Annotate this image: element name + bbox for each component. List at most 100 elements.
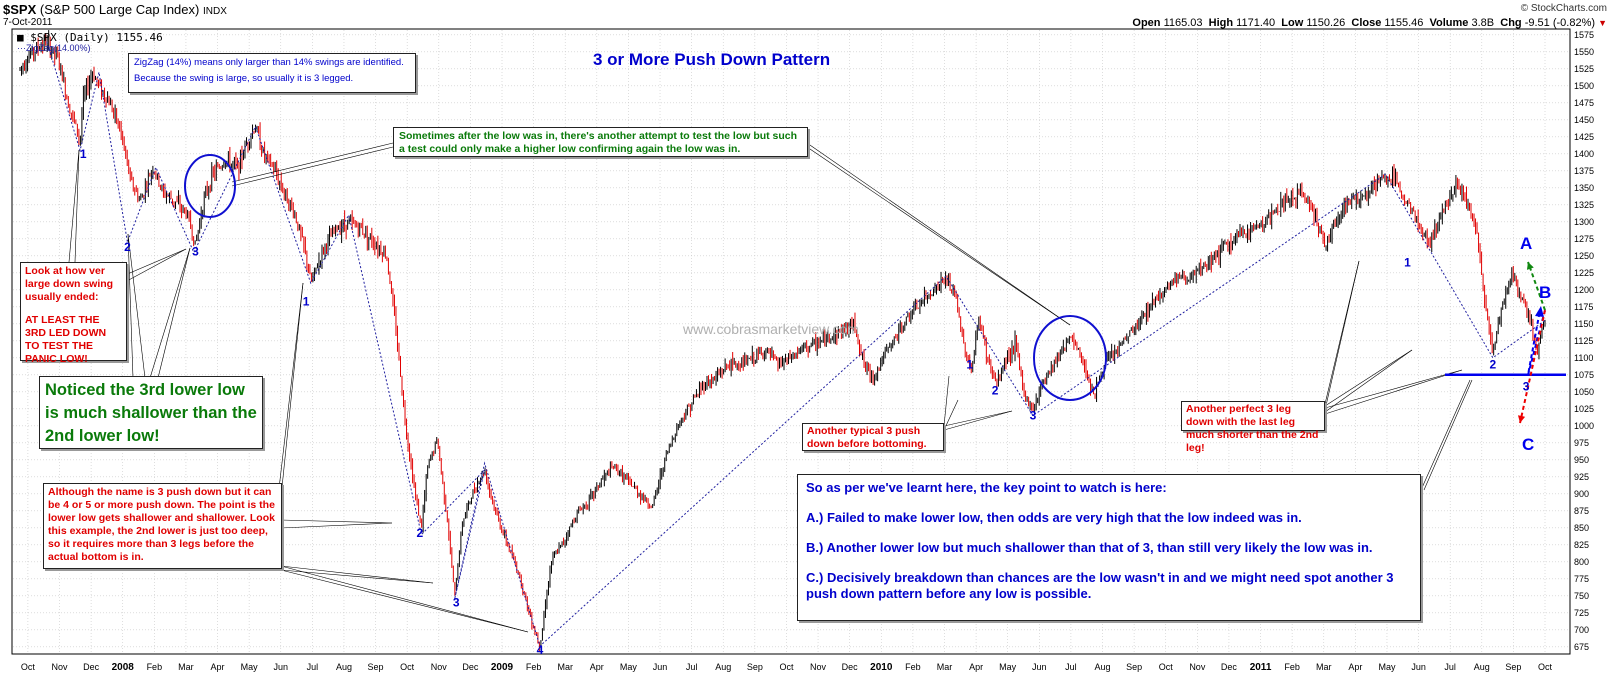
callout-line: [68, 149, 80, 263]
wave-label: 4: [537, 643, 544, 657]
look-note-line-2: AT LEAST THE 3RD LED DOWN TO TEST THE PA…: [25, 314, 107, 365]
y-tick-label: 875: [1574, 506, 1589, 516]
key-point-box: So as per we've learnt here, the key poi…: [797, 474, 1421, 621]
y-tick-label: 1300: [1574, 217, 1594, 227]
x-tick-label: Mar: [937, 662, 953, 672]
dotted-line-icon: ···: [17, 43, 26, 53]
zigzag-legend-label: ZigZag(14.00%): [26, 43, 91, 53]
x-tick-label: Jul: [1444, 662, 1456, 672]
callout-line: [806, 146, 1071, 326]
open-label: Open: [1132, 17, 1161, 29]
x-tick-label: Jul: [686, 662, 698, 672]
exchange: INDX: [202, 6, 227, 17]
x-tick-label: Oct: [1538, 662, 1553, 672]
more-push-note-box: Although the name is 3 push down but it …: [43, 483, 282, 569]
callout-line: [1324, 349, 1413, 407]
x-tick-label: Jul: [307, 662, 319, 672]
scenario-c-arrow-arrowhead: [1517, 415, 1526, 423]
x-tick-label: Jun: [653, 662, 668, 672]
wave-label: 2: [1490, 358, 1497, 372]
x-tick-label: Aug: [336, 662, 352, 672]
y-tick-label: 1000: [1574, 421, 1594, 431]
y-tick-label: 1500: [1574, 81, 1594, 91]
high-label: High: [1208, 17, 1234, 29]
y-tick-label: 1575: [1574, 30, 1594, 40]
x-tick-label: Sep: [1505, 662, 1521, 672]
x-tick-label: Jun: [1032, 662, 1047, 672]
x-tick-label: Nov: [51, 662, 68, 672]
x-tick-label: May: [999, 662, 1017, 672]
x-tick-label: Mar: [557, 662, 573, 672]
callout-line: [127, 233, 134, 379]
symbol: $SPX: [3, 2, 37, 17]
retest-note-box: Sometimes after the low was in, there's …: [393, 127, 808, 157]
y-tick-label: 775: [1574, 574, 1589, 584]
quote-bar: Open 1165.03 High 1171.40 Low 1150.26 Cl…: [1132, 17, 1607, 29]
callout-line: [277, 282, 304, 498]
y-tick-label: 975: [1574, 438, 1589, 448]
wave-label: 1: [966, 358, 973, 372]
key-point-a: A.) Failed to make lower low, then odds …: [806, 510, 1302, 525]
callout-line: [280, 565, 529, 633]
y-tick-label: 1175: [1574, 302, 1593, 312]
callout-line: [280, 522, 393, 529]
callout-line: [231, 146, 394, 187]
x-tick-label: May: [620, 662, 638, 672]
retest-circle-2010: [1033, 315, 1107, 401]
x-tick-label: Oct: [779, 662, 794, 672]
volume-value: 3.8B: [1471, 17, 1495, 29]
callout-line: [1420, 379, 1471, 491]
x-tick-label: Apr: [211, 662, 225, 672]
x-tick-label: 2011: [1250, 662, 1272, 673]
scenario-b-arrowhead: [1535, 306, 1544, 317]
header-title: $SPX (S&P 500 Large Cap Index) INDX: [3, 2, 227, 17]
x-tick-label: Feb: [905, 662, 921, 672]
wave-label: 1: [1404, 256, 1411, 270]
y-tick-label: 1225: [1574, 268, 1594, 278]
scenario-c-label: C: [1522, 435, 1535, 454]
zigzag-note-line-1: ZigZag (14%) means only larger than 14% …: [134, 57, 404, 68]
wave-label: 3: [1030, 409, 1037, 423]
callout-line: [231, 142, 394, 183]
y-tick-label: 1525: [1574, 64, 1594, 74]
high-value: 1171.40: [1236, 17, 1276, 29]
wave-label: 2: [992, 383, 999, 397]
callout-line: [1423, 379, 1473, 491]
scenario-b-label: B: [1539, 283, 1552, 302]
y-tick-label: 1200: [1574, 285, 1594, 295]
y-tick-label: 750: [1574, 591, 1589, 601]
y-tick-label: 1150: [1574, 319, 1593, 329]
y-tick-label: 850: [1574, 523, 1589, 533]
callout-line: [124, 248, 187, 283]
pattern-title: 3 or More Push Down Pattern: [593, 50, 831, 69]
x-tick-label: Nov: [810, 662, 827, 672]
x-tick-label: Aug: [715, 662, 731, 672]
scenario-a-label: A: [1520, 234, 1533, 253]
scenario-c-arrow-line: [1519, 309, 1546, 424]
y-tick-label: 1475: [1574, 98, 1594, 108]
x-tick-label: 2010: [870, 662, 893, 673]
chart-date: 7-Oct-2011: [3, 17, 53, 28]
x-tick-label: Jun: [1411, 662, 1426, 672]
x-tick-label: Mar: [178, 662, 194, 672]
callout-line: [943, 410, 1013, 427]
price-legend: ■ $SPX (Daily) 1155.46: [17, 31, 163, 44]
watermark: www.cobrasmarketview.com: [683, 321, 859, 337]
low-value: 1150.26: [1306, 17, 1346, 29]
perfect-note-box: Another perfect 3 leg down with the last…: [1181, 401, 1325, 454]
y-tick-label: 1450: [1574, 115, 1594, 125]
x-tick-label: Sep: [1126, 662, 1142, 672]
callout-line: [74, 149, 80, 263]
volume-label: Volume: [1429, 17, 1469, 29]
x-tick-label: Feb: [526, 662, 542, 672]
callout-line: [943, 399, 959, 431]
chg-value: -9.51 (-0.82%): [1524, 17, 1596, 29]
look-note-box: Look at how ver large down swing usually…: [20, 262, 127, 365]
scenario-a-arrow-arrowhead: [1526, 262, 1534, 270]
y-tick-label: 1100: [1574, 353, 1593, 363]
y-tick-label: 1050: [1574, 387, 1594, 397]
y-tick-label: 1375: [1574, 166, 1594, 176]
x-tick-label: 2008: [112, 662, 135, 673]
callout-line: [943, 375, 950, 427]
key-point-title: So as per we've learnt here, the key poi…: [806, 480, 1167, 495]
